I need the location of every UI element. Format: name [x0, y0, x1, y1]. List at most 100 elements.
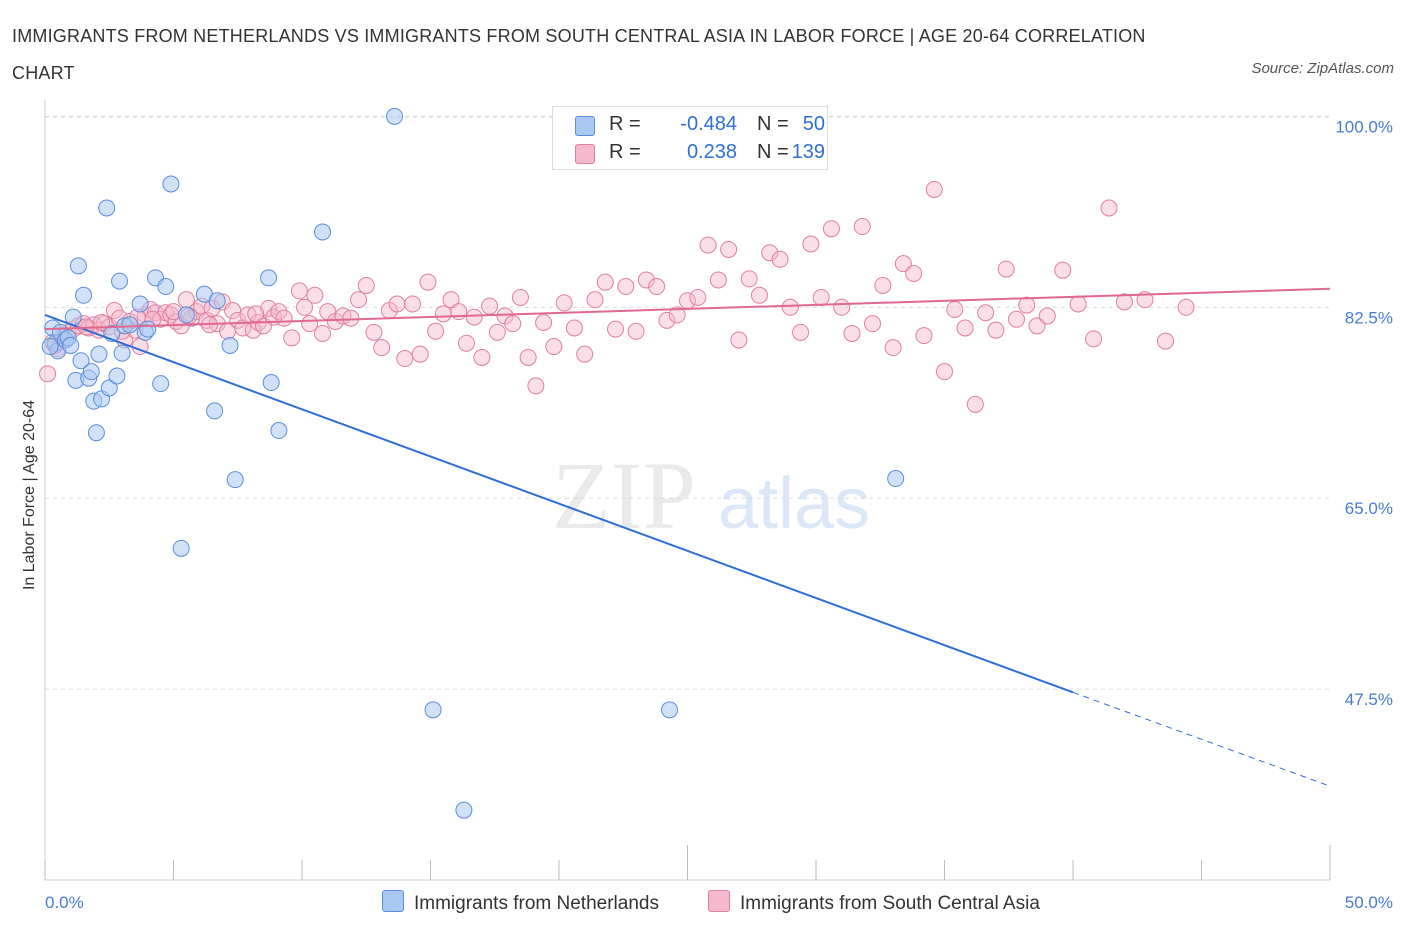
point-netherlands — [208, 292, 226, 310]
y-tick-label: 47.5% — [1345, 690, 1393, 709]
point-netherlands — [113, 344, 131, 362]
point-south-central-asia — [596, 273, 614, 291]
point-south-central-asia — [843, 324, 861, 342]
point-netherlands — [111, 272, 129, 290]
point-netherlands — [75, 286, 93, 304]
point-netherlands — [90, 345, 108, 363]
tick-labels: 47.5% 65.0% 82.5% 100.0% 0.0% 50.0% — [45, 117, 1393, 912]
point-south-central-asia — [750, 286, 768, 304]
point-south-central-asia — [434, 305, 452, 323]
point-south-central-asia — [545, 338, 563, 356]
point-netherlands — [386, 107, 404, 125]
point-netherlands — [62, 336, 80, 354]
n-label: N = — [757, 141, 789, 163]
point-south-central-asia — [853, 218, 871, 236]
point-south-central-asia — [586, 291, 604, 309]
point-south-central-asia — [822, 220, 840, 238]
point-south-central-asia — [833, 298, 851, 316]
point-south-central-asia — [314, 324, 332, 342]
point-south-central-asia — [427, 322, 445, 340]
point-south-central-asia — [457, 334, 475, 352]
point-netherlands — [139, 320, 157, 338]
axes — [44, 100, 1331, 881]
point-netherlands — [206, 402, 224, 420]
point-netherlands — [152, 375, 170, 393]
point-south-central-asia — [373, 339, 391, 357]
point-south-central-asia — [894, 255, 912, 273]
point-netherlands — [424, 701, 442, 719]
point-south-central-asia — [884, 339, 902, 357]
point-south-central-asia — [874, 276, 892, 294]
r-label: R = — [609, 113, 641, 135]
point-south-central-asia — [247, 305, 265, 323]
point-south-central-asia — [915, 327, 933, 345]
point-south-central-asia — [565, 319, 583, 337]
point-south-central-asia — [1007, 310, 1025, 328]
legend-swatch-pink — [575, 144, 595, 164]
point-south-central-asia — [357, 276, 375, 294]
point-south-central-asia — [648, 278, 666, 296]
point-south-central-asia — [668, 306, 686, 324]
point-netherlands — [131, 295, 149, 313]
point-south-central-asia — [1100, 199, 1118, 217]
point-south-central-asia — [519, 348, 537, 366]
point-south-central-asia — [404, 295, 422, 313]
point-netherlands — [100, 379, 118, 397]
point-south-central-asia — [997, 260, 1015, 278]
point-south-central-asia — [689, 288, 707, 306]
point-south-central-asia — [283, 329, 301, 347]
point-south-central-asia — [946, 300, 964, 318]
watermark-atlas: atlas — [718, 464, 870, 544]
point-netherlands — [455, 801, 473, 819]
legend-swatch-blue — [382, 890, 404, 912]
y-tick-label: 65.0% — [1345, 499, 1393, 518]
point-netherlands — [98, 199, 116, 217]
point-south-central-asia — [792, 323, 810, 341]
point-south-central-asia — [966, 395, 984, 413]
point-south-central-asia — [388, 295, 406, 313]
point-netherlands — [157, 278, 175, 296]
point-south-central-asia — [658, 311, 676, 329]
point-south-central-asia — [488, 323, 506, 341]
point-netherlands — [41, 338, 59, 356]
point-netherlands — [69, 257, 87, 275]
point-netherlands — [108, 367, 126, 385]
legend-swatch-pink — [708, 890, 730, 912]
r-label: R = — [609, 141, 641, 163]
watermark: ZIP atlas — [552, 442, 870, 549]
point-south-central-asia — [720, 240, 738, 258]
point-south-central-asia — [977, 304, 995, 322]
n-value: 50 — [802, 113, 825, 135]
grid-lines — [45, 115, 1330, 690]
point-netherlands — [172, 539, 190, 557]
point-south-central-asia — [396, 350, 414, 368]
point-south-central-asia — [740, 270, 758, 288]
point-south-central-asia — [260, 299, 278, 317]
point-south-central-asia — [1018, 296, 1036, 314]
trend-line-south-central-asia — [44, 287, 1331, 331]
point-netherlands — [661, 701, 679, 719]
point-south-central-asia — [481, 297, 499, 315]
point-south-central-asia — [761, 244, 779, 262]
point-south-central-asia — [1157, 332, 1175, 350]
source-label: Source: ZipAtlas.com — [1251, 60, 1394, 77]
point-south-central-asia — [504, 315, 522, 333]
legend-swatch-blue — [575, 116, 595, 136]
legend-item-south-central-asia: Immigrants from South Central Asia — [708, 890, 1040, 915]
legend-label-netherlands: Immigrants from Netherlands — [414, 893, 659, 914]
n-value: 139 — [791, 141, 825, 163]
point-south-central-asia — [1115, 293, 1133, 311]
point-south-central-asia — [730, 331, 748, 349]
point-south-central-asia — [535, 314, 553, 332]
point-south-central-asia — [296, 298, 314, 316]
point-netherlands — [72, 352, 90, 370]
point-south-central-asia — [617, 278, 635, 296]
point-netherlands — [262, 374, 280, 392]
point-south-central-asia — [473, 348, 491, 366]
point-south-central-asia — [781, 298, 799, 316]
point-south-central-asia — [290, 282, 308, 300]
point-south-central-asia — [224, 302, 242, 320]
point-south-central-asia — [39, 365, 57, 383]
point-netherlands — [226, 471, 244, 489]
